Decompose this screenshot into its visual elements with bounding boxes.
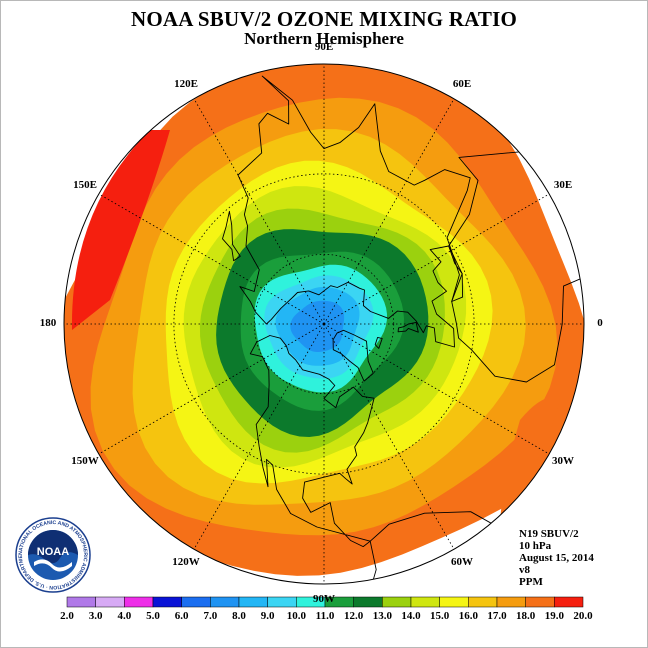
meridian-line [323,98,455,325]
colorbar-box [410,596,440,608]
longitude-label: 150W [71,455,99,467]
colorbar-box [353,596,383,608]
colorbar: 2.0 3.0 4.0 5.0 6.0 7.0 8.0 9.0 10.0 11.0 12.0 13.0… [60,596,593,622]
longitude-label: 60W [451,556,473,568]
map-subtitle: Northern Hemisphere [244,29,404,48]
colorbar-box [210,596,240,608]
contour-band [500,397,560,520]
coastline [332,329,374,382]
coastline [397,321,419,333]
coastline [237,75,471,348]
colorbar-tick-label: 3.0 [89,610,103,622]
instrument-label: N19 SBUV/2 [519,528,579,540]
colorbar-tick-label: 16.0 [459,610,479,622]
meridian-line [323,323,550,455]
colorbar-tick-label: 8.0 [232,610,246,622]
longitude-label: 30W [552,455,574,467]
pressure-level-label: 10 hPa [519,540,552,552]
contour-band [290,300,345,352]
colorbar-box [181,596,211,608]
map-boundary [63,63,585,585]
coastline [374,336,383,349]
longitude-label: 150E [73,179,97,191]
logo-text: NOAA [37,546,69,558]
colorbar-tick-label: 4.0 [117,610,131,622]
colorbar-tick-label: 12.0 [344,610,364,622]
colorbar-box [238,596,268,608]
colorbar-tick-label: 2.0 [60,610,74,622]
longitude-label: 180 [39,317,57,329]
units-label: PPM [519,576,543,588]
longitude-label: 90E [314,41,334,53]
colorbar-tick-label: 17.0 [487,610,507,622]
colorbar-box [124,596,154,608]
colorbar-tick-label: 18.0 [516,610,536,622]
longitude-label: 30E [553,179,573,191]
version-label: v8 [519,564,530,576]
noaa-logo: NATIONAL OCEANIC AND ATMOSPHERIC ADMINIS… [14,516,91,593]
colorbar-box [496,596,526,608]
colorbar-tick-label: 9.0 [261,610,275,622]
colorbar-tick-label: 20.0 [573,610,593,622]
longitude-label: 120W [172,556,200,568]
colorbar-tick-label: 11.0 [316,610,335,622]
latitude-circle [173,173,475,475]
coastline [249,335,375,548]
meridian-line [193,323,325,550]
latitude-circle [253,253,395,395]
meridian-line [98,193,325,325]
longitude-label: 120E [174,78,198,90]
colorbar-tick-label: 15.0 [430,610,450,622]
meridian-line [323,323,455,550]
colorbar-box [66,596,96,608]
colorbar-tick-label: 19.0 [545,610,565,622]
map-title: NOAA SBUV/2 OZONE MIXING RATIO [131,7,517,31]
meridian-line [193,98,325,325]
colorbar-tick-label: 7.0 [203,610,217,622]
colorbar-box [554,596,584,608]
colorbar-tick-label: 13.0 [373,610,393,622]
colorbar-tick-label: 10.0 [287,610,307,622]
contour-band [71,130,170,330]
longitude-label: 90W [313,593,335,605]
colorbar-box [152,596,182,608]
longitude-label: 60E [452,78,472,90]
date-label: August 15, 2014 [519,552,594,564]
colorbar-box [468,596,498,608]
coastline [222,210,241,262]
colorbar-box [382,596,412,608]
colorbar-box [525,596,555,608]
colorbar-tick-label: 14.0 [401,610,421,622]
meridian-line [323,193,550,325]
colorbar-tick-label: 5.0 [146,610,160,622]
colorbar-box [95,596,125,608]
colorbar-box [267,596,297,608]
meridian-line [98,323,325,455]
graticule [64,64,584,584]
longitude-label: 0 [597,317,603,329]
colorbar-tick-label: 6.0 [175,610,189,622]
colorbar-box [439,596,469,608]
ozone-field [64,64,584,576]
info-block: N19 SBUV/2 10 hPa August 15, 2014 v8 PPM [519,528,594,588]
